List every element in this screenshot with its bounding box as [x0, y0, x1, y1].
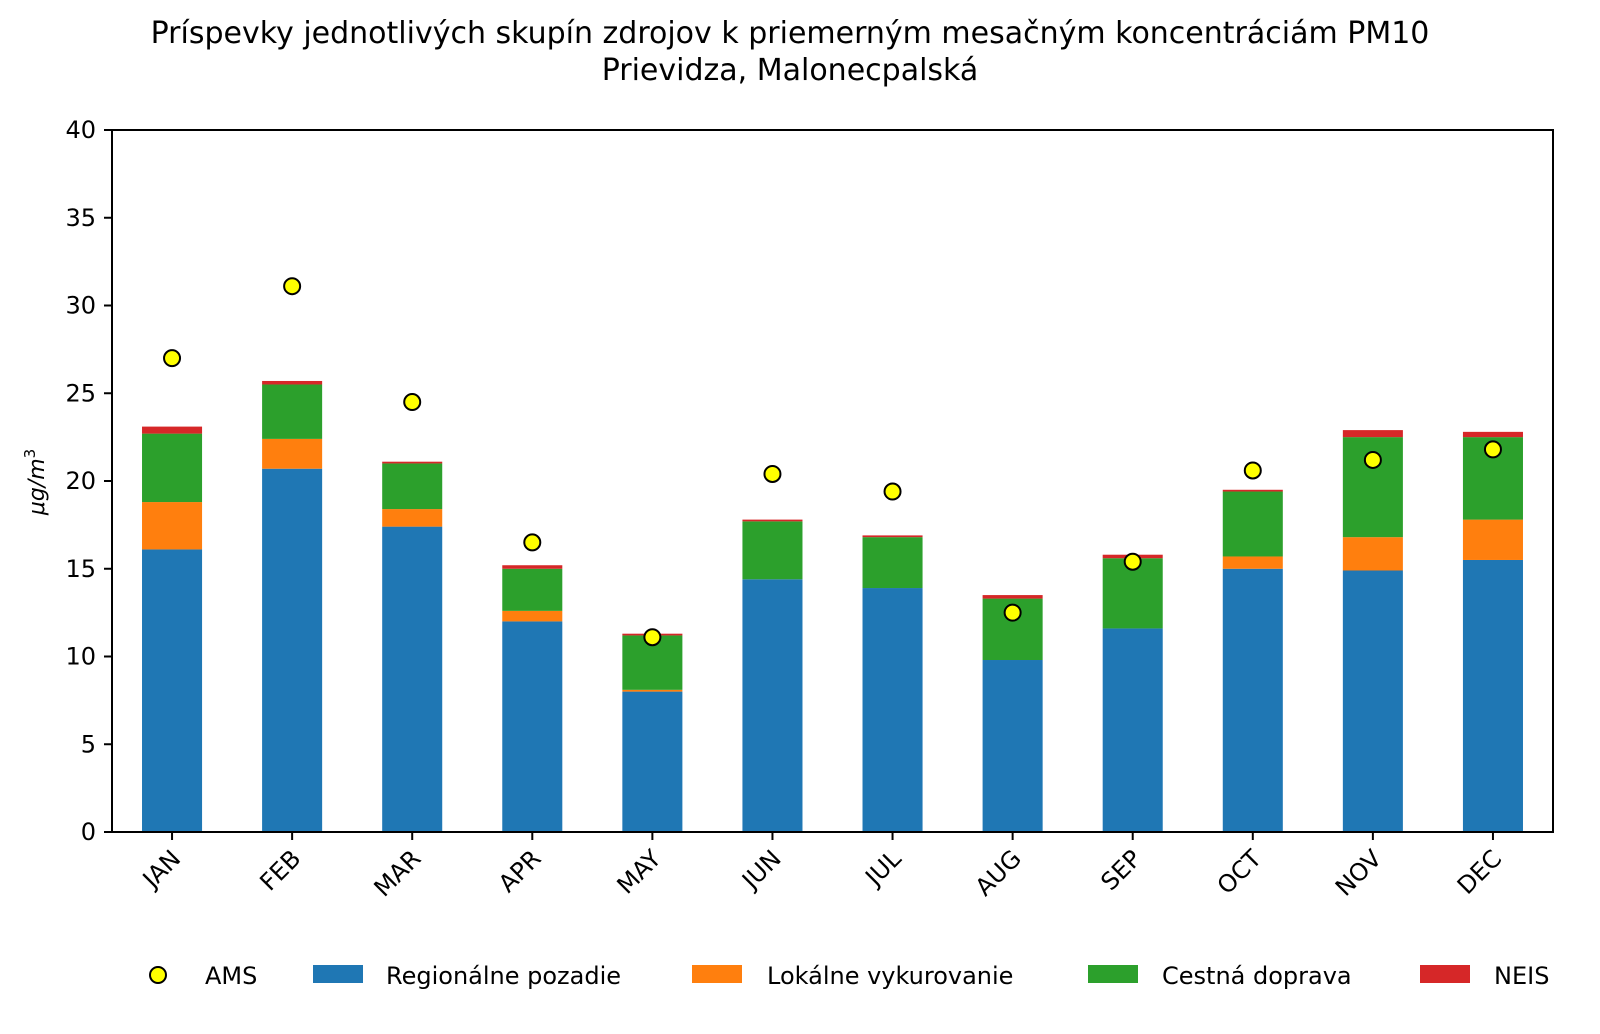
- bar-apr-series-0: [502, 621, 563, 832]
- y-tick-label: 40: [65, 116, 96, 144]
- y-tick-label: 25: [65, 379, 96, 407]
- legend: AMS Regionálne pozadie Lokálne vykurovanie…: [149, 962, 1549, 990]
- ams-point-aug: [1003, 603, 1022, 622]
- bar-apr-series-3: [502, 565, 563, 569]
- ams-point-sep: [1123, 552, 1142, 571]
- ams-point-dec: [1483, 440, 1502, 459]
- bar-aug-series-3: [982, 595, 1043, 599]
- bar-mar-series-2: [382, 463, 443, 510]
- bar-feb-series-2: [262, 384, 323, 439]
- bar-apr-series-1: [502, 610, 563, 622]
- bar-feb-series-3: [262, 380, 323, 385]
- x-tick-label-oct: OCT: [1212, 844, 1268, 900]
- bar-jun-series-3: [742, 519, 803, 522]
- bar-may-series-0: [622, 691, 683, 832]
- ams-point-feb: [283, 277, 302, 296]
- bar-jan-series-0: [142, 549, 203, 832]
- legend-label-1: Regionálne pozadie: [386, 962, 621, 990]
- ams-point-may: [643, 628, 662, 647]
- bar-feb-series-0: [262, 468, 323, 832]
- bar-oct-series-2: [1222, 491, 1283, 557]
- bar-jan-series-2: [142, 433, 203, 503]
- x-tick-label-jan: JAN: [136, 844, 186, 894]
- x-tick-label-apr: APR: [493, 844, 546, 897]
- y-tick-label: 15: [65, 555, 96, 583]
- x-tick-label-jun: JUN: [735, 844, 786, 895]
- legend-swatch-3: [1088, 965, 1138, 983]
- y-tick-label: 30: [65, 292, 96, 320]
- chart-title: Príspevky jednotlivých skupín zdrojov k …: [151, 16, 1430, 51]
- bar-nov-series-0: [1342, 570, 1403, 832]
- ams-point-jan: [163, 349, 182, 368]
- bar-jul-series-0: [862, 588, 923, 832]
- ams-point-jul: [883, 482, 902, 501]
- bar-mar-series-1: [382, 509, 443, 527]
- y-axis-label-superscript: 3: [21, 449, 39, 459]
- x-tick-label-mar: MAR: [369, 844, 427, 902]
- ams-point-apr: [523, 533, 542, 552]
- x-tick-label-dec: DEC: [1452, 844, 1507, 899]
- bar-oct-series-1: [1222, 556, 1283, 569]
- bar-jan-series-3: [142, 426, 203, 434]
- bar-oct-series-0: [1222, 568, 1283, 832]
- y-tick-label: 20: [65, 467, 96, 495]
- bar-may-series-1: [622, 689, 683, 692]
- bar-jul-series-2: [862, 537, 923, 589]
- ams-point-jun: [763, 464, 782, 483]
- bar-mar-series-0: [382, 526, 443, 832]
- bar-dec-series-3: [1462, 431, 1523, 438]
- bar-feb-series-1: [262, 438, 323, 469]
- legend-label-4: NEIS: [1494, 962, 1549, 990]
- bar-mar-series-3: [382, 461, 443, 464]
- plot-frame: [111, 129, 1554, 833]
- x-tick-label-feb: FEB: [254, 844, 306, 896]
- y-tick-label: 35: [65, 204, 96, 232]
- bars-layer: [142, 380, 1523, 832]
- y-tick-label: 5: [81, 730, 96, 758]
- bar-jul-series-3: [862, 535, 923, 538]
- legend-label-2: Lokálne vykurovanie: [767, 962, 1013, 990]
- bar-sep-series-0: [1102, 628, 1163, 832]
- ams-point-nov: [1363, 450, 1382, 469]
- bar-jan-series-1: [142, 502, 203, 550]
- bar-aug-series-0: [982, 660, 1043, 832]
- bar-dec-series-0: [1462, 559, 1523, 832]
- bar-apr-series-2: [502, 568, 563, 611]
- legend-swatch-ams: [149, 966, 167, 984]
- y-tick-label: 0: [81, 818, 96, 846]
- y-axis-label: μg/m3: [21, 449, 50, 516]
- ams-point-oct: [1243, 461, 1262, 480]
- bar-oct-series-3: [1222, 489, 1283, 492]
- chart-subtitle: Prievidza, Malonecpalská: [602, 53, 979, 88]
- bar-jun-series-0: [742, 579, 803, 832]
- legend-swatch-1: [313, 965, 363, 983]
- x-tick-label-nov: NOV: [1330, 844, 1388, 902]
- bar-nov-series-3: [1342, 430, 1403, 438]
- bar-dec-series-1: [1462, 519, 1523, 560]
- x-tick-label-may: MAY: [612, 844, 667, 899]
- legend-swatch-2: [692, 965, 742, 983]
- y-axis-label-text: μg/m: [25, 458, 50, 516]
- ams-point-mar: [403, 393, 422, 412]
- bar-jun-series-2: [742, 521, 803, 580]
- x-tick-label-jul: JUL: [859, 844, 908, 893]
- y-tick-label: 10: [65, 643, 96, 671]
- markers-layer: [163, 277, 1502, 647]
- x-tick-label-aug: AUG: [970, 844, 1027, 901]
- legend-swatch-4: [1420, 965, 1470, 983]
- legend-label-0: AMS: [205, 962, 257, 990]
- legend-label-3: Cestná doprava: [1162, 962, 1352, 990]
- bar-nov-series-1: [1342, 537, 1403, 571]
- x-tick-label-sep: SEP: [1095, 844, 1147, 896]
